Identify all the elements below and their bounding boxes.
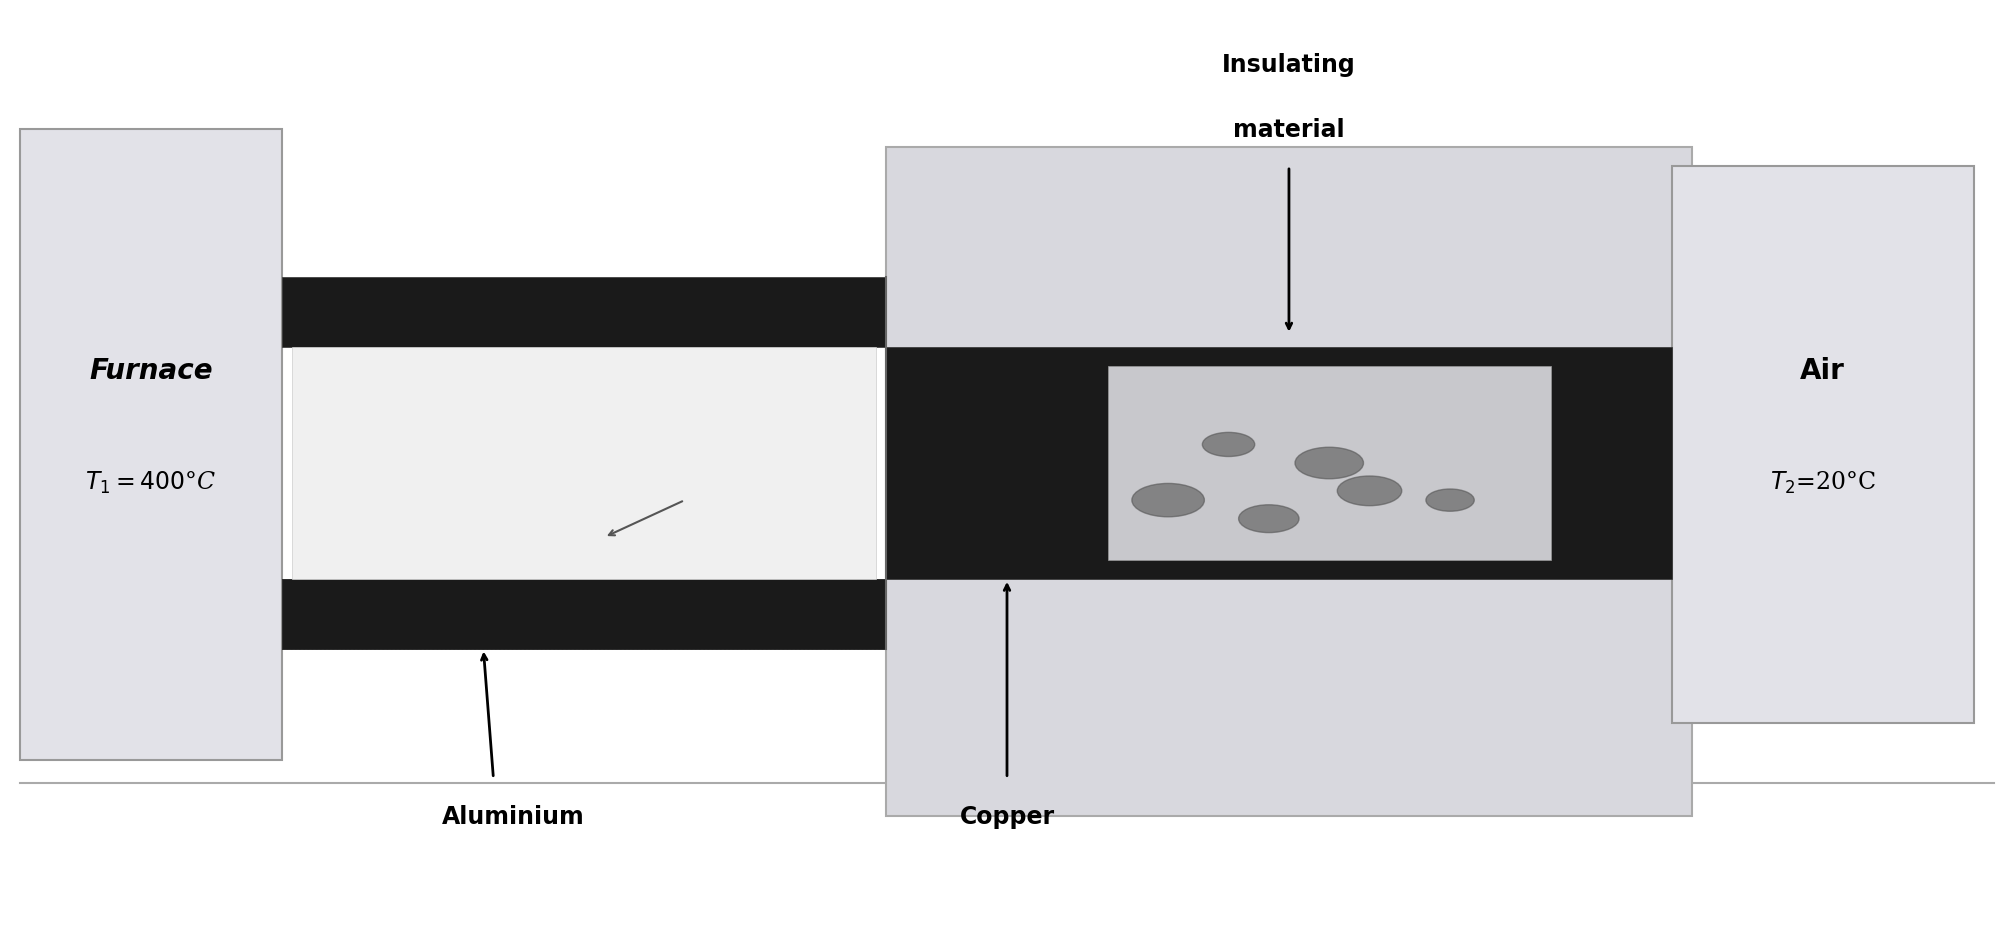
Bar (282, 579, 886, 649)
Circle shape (1426, 489, 1474, 512)
Text: $T_2$=20°C: $T_2$=20°C (1770, 469, 1875, 495)
Bar (1672, 167, 1974, 723)
Text: $T_1 = 400$°C: $T_1 = 400$°C (85, 469, 218, 495)
Bar (282, 278, 886, 348)
Text: Copper: Copper (959, 804, 1055, 828)
Text: material: material (1233, 118, 1345, 142)
Bar (1108, 366, 1551, 561)
Text: Insulating: Insulating (1222, 53, 1355, 77)
Bar (886, 148, 1692, 816)
Text: Aluminium: Aluminium (443, 804, 584, 828)
Circle shape (1239, 505, 1299, 533)
Bar (886, 348, 1672, 579)
Bar (20, 130, 282, 760)
Circle shape (1295, 448, 1363, 479)
Bar (292, 348, 876, 579)
Text: Furnace: Furnace (89, 357, 213, 385)
Circle shape (1337, 476, 1402, 506)
Circle shape (1132, 484, 1204, 517)
Text: Air: Air (1801, 357, 1845, 385)
Bar (282, 579, 886, 649)
Circle shape (1202, 433, 1255, 457)
